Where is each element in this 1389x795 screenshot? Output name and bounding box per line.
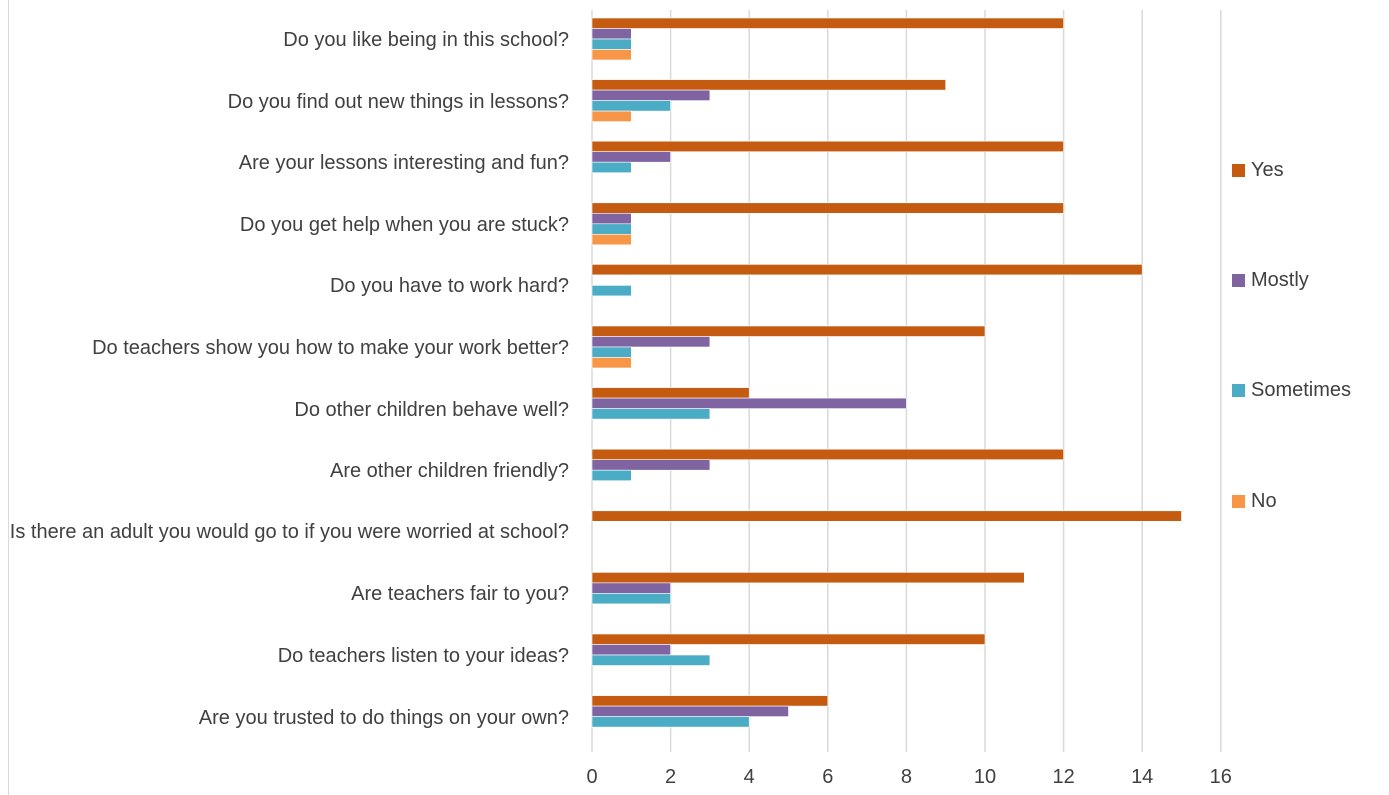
legend-swatch [1232,273,1245,287]
category-label: Do teachers show you how to make your wo… [92,337,569,359]
bar-yes-2 [591,79,947,91]
bar-yes-5 [591,264,1143,276]
bar-yes-3 [591,140,1064,152]
category-label: Are you trusted to do things on your own… [198,706,569,729]
x-tick-label: 4 [743,766,755,788]
category-label: Is there an adult you would go to if you… [9,520,569,543]
category-label: Do you get help when you are stuck? [239,213,569,236]
category-label: Are teachers fair to you? [351,583,569,606]
bar-sometimes-12 [591,716,750,728]
bar-yes-9 [591,510,1182,522]
bar-yes-7 [591,387,750,399]
bar-mostly-2 [591,89,711,101]
chart-left-border [8,0,9,795]
legend-swatch [1232,383,1245,397]
legend-swatch [1232,163,1245,177]
legend-label: Mostly [1251,268,1309,291]
legend-label: Yes [1251,158,1284,181]
x-tick-label: 10 [973,766,997,788]
bar-yes-8 [591,448,1064,461]
bar-mostly-7 [591,397,907,409]
legend-swatch [1232,494,1245,508]
bar-mostly-4 [591,213,632,225]
legend-item-yes: Yes [1232,158,1284,182]
bar-sometimes-2 [591,100,671,112]
legend-item-sometimes: Sometimes [1232,378,1351,402]
category-label: Do you like being in this school? [283,29,569,51]
bar-sometimes-1 [591,38,632,50]
category-label: Do other children behave well? [294,398,569,421]
bar-no-2 [591,110,632,122]
category-label: Do you find out new things in lessons? [227,90,569,113]
bar-mostly-11 [591,644,671,656]
bar-no-4 [591,234,632,246]
bar-yes-10 [591,572,1025,584]
bar-mostly-8 [591,459,711,471]
bar-sometimes-10 [591,593,671,605]
bar-mostly-1 [591,28,632,40]
legend-label: Sometimes [1251,378,1352,401]
bar-mostly-6 [591,336,711,348]
bar-sometimes-3 [591,161,632,173]
bar-mostly-12 [591,705,789,717]
legend-item-mostly: Mostly [1232,268,1309,292]
category-label: Are other children friendly? [329,460,569,483]
x-tick-label: 16 [1209,766,1232,788]
bar-mostly-10 [591,582,671,594]
bar-sometimes-8 [591,469,632,482]
bar-yes-1 [591,17,1064,29]
bar-sometimes-6 [591,346,632,358]
x-tick-label: 12 [1052,766,1075,788]
x-tick-label: 6 [822,766,834,788]
bar-sometimes-4 [591,223,632,235]
category-label: Do you have to work hard? [329,275,569,298]
bar-no-1 [591,49,632,61]
legend-label: No [1251,489,1277,512]
bar-mostly-3 [591,151,671,163]
x-tick-label: 8 [900,766,912,788]
x-tick-label: 0 [586,766,598,788]
legend-item-no: No [1232,489,1277,513]
bar-sometimes-11 [591,654,711,666]
bar-no-6 [591,357,632,369]
bar-sometimes-7 [591,408,711,420]
bar-yes-11 [591,633,986,645]
category-label: Are your lessons interesting and fun? [238,152,569,175]
bar-yes-6 [591,325,986,337]
x-tick-label: 2 [665,766,677,788]
bar-yes-12 [591,695,829,707]
category-label: Do teachers listen to your ideas? [277,645,569,667]
bar-yes-4 [591,202,1064,214]
bar-sometimes-5 [591,285,632,297]
x-tick-label: 14 [1131,766,1154,788]
